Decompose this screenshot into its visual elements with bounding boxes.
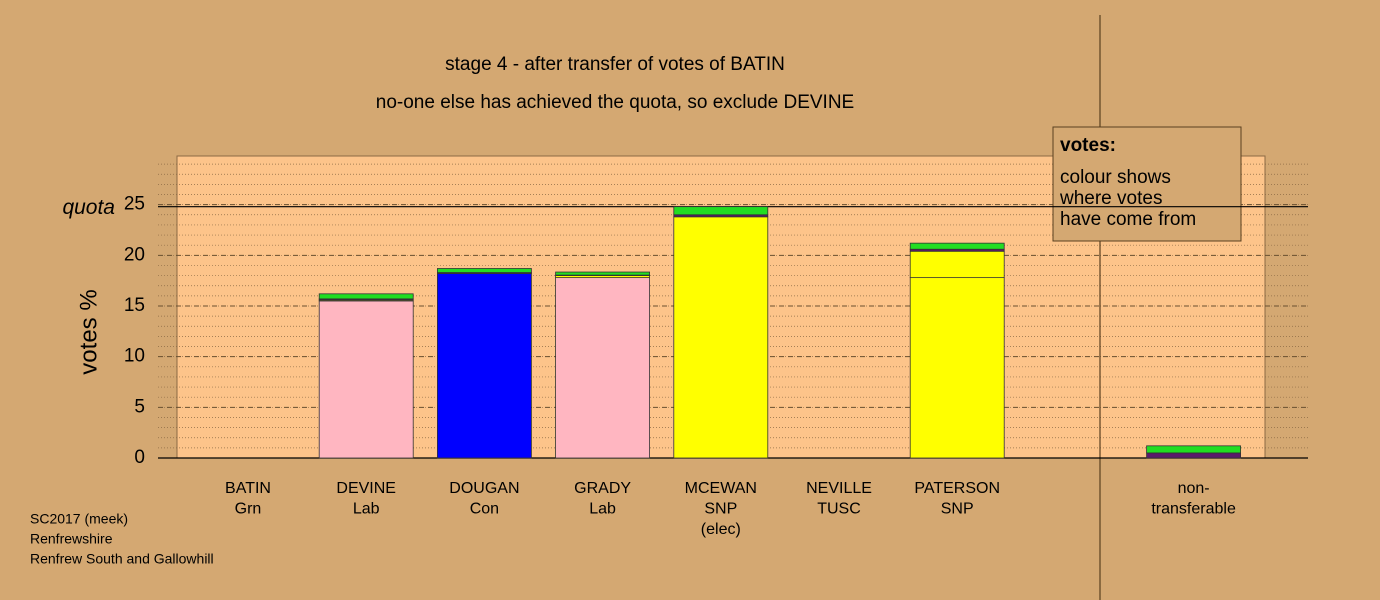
y-tick-label: 5 (134, 396, 145, 417)
footer-text: SC2017 (meek) (30, 511, 128, 527)
bar-segment (436, 268, 532, 273)
bar-segment (909, 250, 1005, 279)
legend-text: have come from (1060, 209, 1196, 230)
x-tick-label: DOUGAN (449, 480, 519, 497)
chart-title: stage 4 - after transfer of votes of BAT… (445, 54, 785, 75)
legend-title: votes: (1060, 135, 1116, 156)
footer-text: Renfrewshire (30, 531, 113, 547)
bar-segment (909, 242, 1005, 250)
x-tick-label: BATIN (225, 480, 271, 497)
x-tick-label: Grn (235, 501, 262, 518)
x-tick-label: PATERSON (914, 480, 1000, 497)
bar-segment (909, 277, 1005, 459)
x-tick-label: Lab (589, 501, 616, 518)
bar-segment (436, 273, 532, 459)
chart-subtitle: no-one else has achieved the quota, so e… (376, 92, 854, 113)
footer-text: Renfrew South and Gallowhill (30, 551, 214, 567)
legend: votes: colour shows where votes have com… (1052, 126, 1242, 242)
x-tick-label: TUSC (817, 501, 861, 518)
bar-segment (673, 216, 769, 459)
legend-text: colour shows (1060, 167, 1171, 188)
x-tick-label: MCEWAN (685, 480, 757, 497)
y-axis-label: votes % (75, 289, 102, 374)
bar-segment (1146, 452, 1241, 459)
x-tick-label: Con (470, 501, 499, 518)
bar-segment (673, 206, 769, 216)
legend-text: where votes (1059, 188, 1162, 209)
bar-segment (318, 293, 414, 300)
bar-segment (318, 300, 414, 459)
bar-segment (1146, 445, 1241, 454)
quota-label: quota (62, 196, 115, 219)
x-tick-label: SNP (941, 501, 974, 518)
y-tick-label: 10 (124, 346, 145, 367)
bar-segment (555, 271, 650, 276)
x-tick-label: transferable (1151, 501, 1236, 518)
x-tick-label: NEVILLE (806, 480, 872, 497)
y-tick-label: 15 (124, 295, 145, 316)
legend-box (1052, 126, 1242, 242)
bar-segment (555, 277, 650, 459)
x-tick-label: (elec) (701, 521, 741, 538)
y-tick-label: 0 (134, 447, 145, 468)
y-tick-label: 20 (124, 244, 145, 265)
x-tick-label: DEVINE (336, 480, 396, 497)
x-tick-label: non- (1178, 480, 1210, 497)
x-tick-label: GRADY (574, 480, 631, 497)
y-tick-label: 25 (124, 194, 145, 215)
x-tick-label: SNP (704, 501, 737, 518)
x-tick-label: Lab (353, 501, 380, 518)
